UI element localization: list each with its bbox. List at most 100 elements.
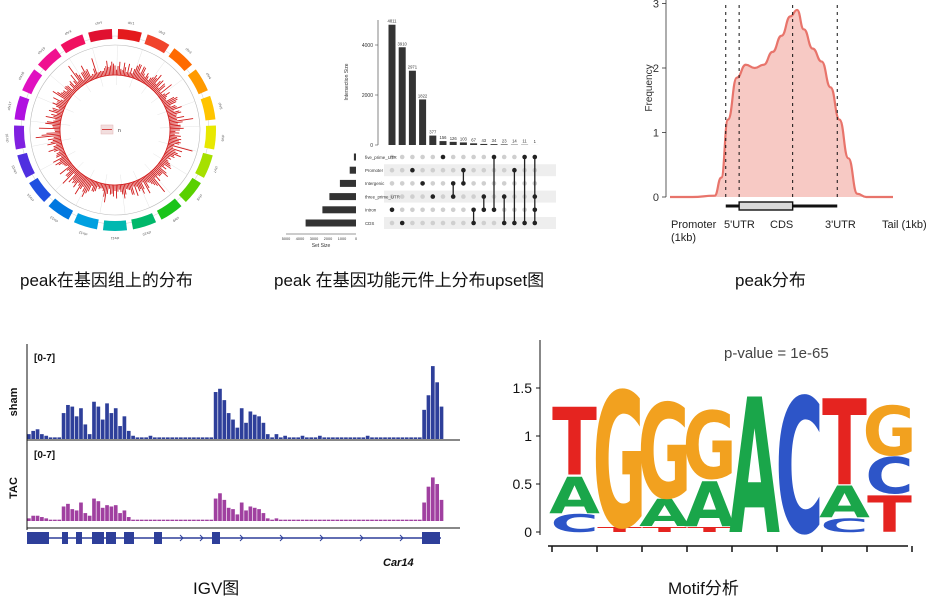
coverage-bar [209, 519, 214, 521]
intersection-bar [500, 144, 508, 145]
peak-mark [58, 108, 64, 111]
peak-mark [140, 178, 143, 183]
chromosome-label: chr8 [196, 193, 203, 201]
coverage-bar [287, 437, 292, 439]
matrix-dot [389, 181, 395, 186]
coverage-bar [74, 416, 79, 439]
gene-exon [212, 532, 220, 544]
coverage-bar [305, 519, 309, 521]
peak-mark [153, 80, 164, 91]
coverage-bar [300, 519, 305, 521]
peak-mark [53, 136, 61, 138]
chromosome-label: chr4 [205, 72, 212, 80]
matrix-dot [420, 167, 425, 173]
logo-letter-T: T [867, 486, 912, 544]
upset-panel: 0 2000 4000 Intersection Size 4811 3910 2971 18… [270, 0, 570, 250]
peak-mark [137, 66, 145, 81]
coverage-bar [430, 477, 435, 521]
coverage-bar [387, 437, 392, 439]
coverage-bar [318, 519, 322, 521]
coverage-bar [152, 437, 157, 439]
matrix-dot [471, 167, 476, 173]
peak-mark [160, 95, 168, 101]
intersection-label: 4811 [387, 19, 397, 24]
y-tick-label: 0 [524, 524, 532, 540]
peak-mark [130, 73, 133, 78]
coverage-bar [61, 506, 66, 521]
peak-mark [167, 110, 174, 114]
peak-mark [103, 68, 107, 76]
peak-mark [50, 140, 62, 144]
coverage-bar [257, 509, 261, 521]
coverage-bar [374, 519, 379, 521]
chromosome-band-chrY [88, 29, 113, 43]
logo-letter-A: A [729, 360, 780, 570]
cds-box [738, 201, 794, 211]
set-size-bar [349, 166, 356, 174]
coverage-bar [426, 395, 431, 439]
distribution-plot: 0 1 2 3 Frequency Promoter(1kb) 5'UTR CDS 3'UTR T… [644, 0, 927, 244]
chromosome-band-chr2 [144, 34, 170, 54]
peak-mark [166, 106, 182, 113]
motif-annotation: p-value = 1e-65 [724, 345, 829, 362]
coverage-bar [374, 437, 379, 439]
matrix-dot [481, 181, 487, 186]
chromosome-label: chr19 [37, 46, 46, 55]
gene-exon [92, 532, 104, 544]
peak-mark [166, 106, 177, 111]
coverage-bar [161, 519, 166, 521]
peak-mark [163, 155, 172, 160]
intersection-label: 126 [450, 136, 458, 141]
coverage-bar [252, 507, 257, 521]
coverage-bar [417, 519, 422, 521]
peak-mark [98, 72, 101, 78]
matrix-dot [471, 194, 476, 199]
chromosome-label: chr5 [218, 102, 223, 110]
peak-mark [150, 74, 162, 89]
peak-mark [82, 178, 90, 192]
peak-mark [143, 76, 149, 84]
peak-mark [57, 101, 66, 107]
peak-mark [74, 173, 82, 184]
matrix-dot [430, 181, 436, 186]
y-tick-label: 0 [370, 143, 373, 149]
peak-mark [131, 182, 134, 187]
peak-mark [56, 152, 66, 158]
intersection-label: 67 [471, 137, 476, 142]
peak-mark [138, 67, 147, 81]
peak-mark [164, 98, 178, 107]
peak-mark [168, 142, 175, 146]
coverage-bar [109, 506, 114, 521]
peak-mark [160, 159, 171, 167]
peak-mark [149, 172, 166, 193]
peak-mark [56, 151, 65, 156]
peak-mark [68, 65, 84, 86]
matrix-dot [512, 154, 517, 160]
coverage-bar [331, 519, 335, 521]
coverage-bar [396, 519, 400, 521]
chromosome-label: chr11 [111, 236, 120, 240]
matrix-dot [389, 194, 395, 199]
coverage-bar [322, 519, 327, 521]
strand-arrow [319, 534, 324, 542]
intersection-bar [419, 99, 427, 145]
coverage-bar [74, 510, 79, 521]
coverage-bar [426, 486, 431, 521]
coverage-bar [92, 401, 96, 439]
peak-mark [59, 164, 73, 175]
chromosome-band-chr14 [29, 177, 52, 202]
matrix-dot [461, 207, 466, 213]
peak-mark [169, 118, 194, 123]
peak-mark [55, 119, 61, 122]
peak-mark [169, 137, 182, 141]
coverage-bar [40, 434, 44, 439]
peak-mark [72, 88, 76, 92]
coverage-bar [318, 435, 322, 439]
peak-mark [67, 85, 76, 93]
peak-mark [134, 181, 137, 187]
peak-mark [165, 151, 175, 157]
logo-letter-A: A [684, 470, 735, 542]
peak-mark [158, 163, 167, 170]
intersection-bar [439, 141, 447, 145]
peak-mark [119, 68, 122, 76]
